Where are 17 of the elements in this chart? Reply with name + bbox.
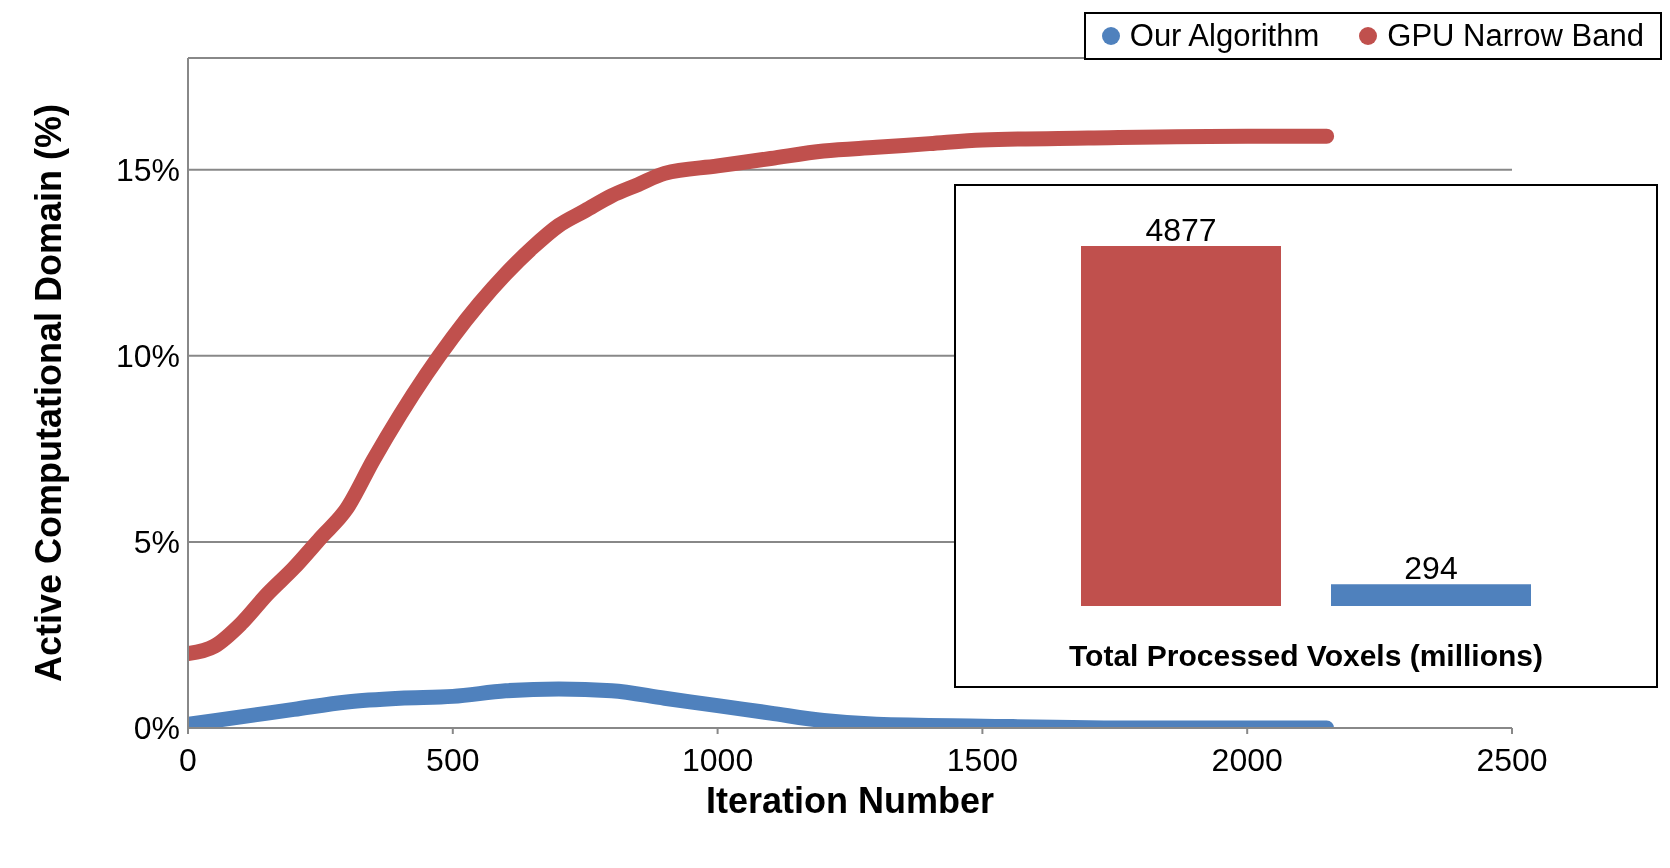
y-tick-label: 10% — [115, 338, 180, 375]
y-tick-label: 15% — [115, 152, 180, 189]
legend-label: Our Algorithm — [1129, 18, 1320, 54]
x-tick-label: 0 — [179, 741, 197, 778]
x-tick-label: 2500 — [1476, 741, 1548, 778]
legend-label: GPU Narrow Band — [1387, 18, 1644, 54]
data-label: 294 — [1404, 550, 1458, 587]
x-tick-label: 2000 — [1211, 741, 1283, 778]
data-label: 4877 — [1145, 212, 1217, 248]
y-tick-label: 5% — [133, 524, 180, 561]
x-tick-label: 500 — [426, 741, 480, 778]
y-axis-title: Active Computational Domain (%) — [27, 103, 69, 683]
x-axis-title: Total Processed Voxels (millions) — [1068, 639, 1544, 672]
y-tick-label: 0% — [133, 710, 180, 747]
x-tick-label: 1000 — [682, 741, 754, 778]
x-axis-title: Iteration Number — [705, 780, 995, 821]
x-tick-label: 1500 — [946, 741, 1018, 778]
